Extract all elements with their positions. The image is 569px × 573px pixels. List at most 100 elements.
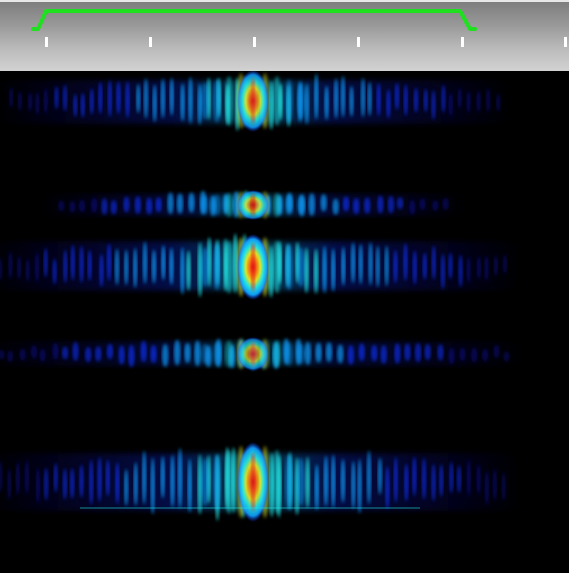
sideband-streak xyxy=(349,85,354,117)
sideband-streak xyxy=(123,468,129,506)
sideband-streak xyxy=(375,245,381,288)
inner-sideband xyxy=(285,194,293,216)
sideband-streak xyxy=(404,343,411,361)
sideband-streak xyxy=(458,254,463,288)
sideband-streak xyxy=(476,463,481,495)
waterfall-spectrogram[interactable] xyxy=(0,71,569,573)
sideband-streak xyxy=(492,468,498,501)
inner-sideband xyxy=(213,342,221,366)
sideband-streak xyxy=(97,457,102,502)
sideband-streak xyxy=(128,344,135,368)
sideband-streak xyxy=(197,83,203,125)
sideband-streak xyxy=(333,78,339,119)
sideband-streak xyxy=(440,253,446,290)
sideband-streak xyxy=(123,196,130,213)
sideband-streak xyxy=(155,197,162,213)
sideband-streak xyxy=(358,343,365,362)
sideband-streak xyxy=(151,249,157,284)
sideband-streak xyxy=(233,233,238,294)
sideband-streak xyxy=(394,343,401,364)
sideband-streak xyxy=(385,465,390,510)
sideband-streak xyxy=(341,246,346,286)
frequency-scale xyxy=(31,9,567,47)
sideband-streak xyxy=(322,245,327,294)
sideband-streak xyxy=(484,255,489,282)
sideband-streak xyxy=(0,257,3,282)
sideband-streak xyxy=(414,342,422,363)
inner-sideband xyxy=(297,196,305,214)
sideband-streak xyxy=(62,84,68,112)
sideband-streak xyxy=(88,459,94,505)
sideband-streak xyxy=(268,245,274,298)
sideband-streak xyxy=(194,340,201,367)
sideband-streak xyxy=(63,249,68,284)
sideband-streak xyxy=(35,92,40,115)
sideband-streak xyxy=(459,347,466,362)
inner-sideband xyxy=(201,196,209,214)
sideband-streak xyxy=(99,253,104,287)
inner-sideband xyxy=(273,240,281,294)
sideband-streak xyxy=(170,454,175,508)
sideband-streak xyxy=(187,458,192,513)
sideband-streak xyxy=(197,454,203,515)
sideband-streak xyxy=(448,252,453,280)
sideband-streak xyxy=(476,90,481,113)
sideband-streak xyxy=(69,468,75,499)
inner-sideband xyxy=(225,340,233,368)
inner-sideband xyxy=(297,247,305,287)
waterfall-canvas xyxy=(0,71,528,522)
sideband-streak xyxy=(431,245,436,280)
sideband-streak xyxy=(7,468,12,500)
sideband-streak xyxy=(62,468,68,500)
sideband-streak xyxy=(152,84,157,123)
sideband-streak xyxy=(331,248,336,292)
sideband-streak xyxy=(308,192,316,217)
sideband-streak xyxy=(393,249,398,284)
burst-1 xyxy=(0,71,513,132)
sideband-streak xyxy=(150,457,155,515)
sideband-streak xyxy=(409,199,416,215)
sideband-streak xyxy=(70,244,76,281)
sideband-streak xyxy=(423,88,428,113)
sideband-streak xyxy=(323,455,329,507)
filter-passband-outline[interactable] xyxy=(31,9,477,31)
inner-sideband xyxy=(201,82,209,120)
sideband-streak xyxy=(371,344,378,362)
sideband-streak xyxy=(188,76,193,124)
sideband-streak xyxy=(441,84,446,113)
inner-sideband xyxy=(297,458,305,506)
sideband-streak xyxy=(403,84,408,116)
sideband-streak xyxy=(466,91,471,113)
sideband-streak xyxy=(424,343,431,361)
sideband-streak xyxy=(125,81,130,118)
sideband-streak xyxy=(145,197,153,215)
sideband-streak xyxy=(133,462,138,506)
sideband-streak xyxy=(43,467,49,501)
sideband-streak xyxy=(30,345,38,359)
sideband-streak xyxy=(304,247,309,294)
sideband-streak xyxy=(35,467,41,504)
sideband-streak xyxy=(132,247,138,289)
sideband-streak xyxy=(419,198,426,210)
sideband-streak xyxy=(358,243,363,285)
burst-4 xyxy=(0,337,528,371)
sideband-streak xyxy=(115,462,120,505)
inner-sideband xyxy=(273,340,281,368)
sideband-streak xyxy=(413,87,419,113)
sideband-streak xyxy=(363,197,371,214)
sideband-streak xyxy=(101,198,108,215)
sideband-streak xyxy=(173,339,181,366)
carrier-peak xyxy=(251,79,255,123)
sideband-streak xyxy=(456,465,462,494)
sideband-streak xyxy=(118,345,125,365)
frequency-scale-bar[interactable] xyxy=(0,0,569,71)
sideband-streak xyxy=(89,88,94,115)
sideband-streak xyxy=(188,192,195,213)
sideband-streak xyxy=(17,91,23,111)
sideband-streak xyxy=(476,256,482,280)
sideband-streak xyxy=(79,245,84,284)
sideband-streak xyxy=(134,196,142,214)
sideband-streak xyxy=(54,86,59,110)
sideband-streak xyxy=(466,256,471,284)
